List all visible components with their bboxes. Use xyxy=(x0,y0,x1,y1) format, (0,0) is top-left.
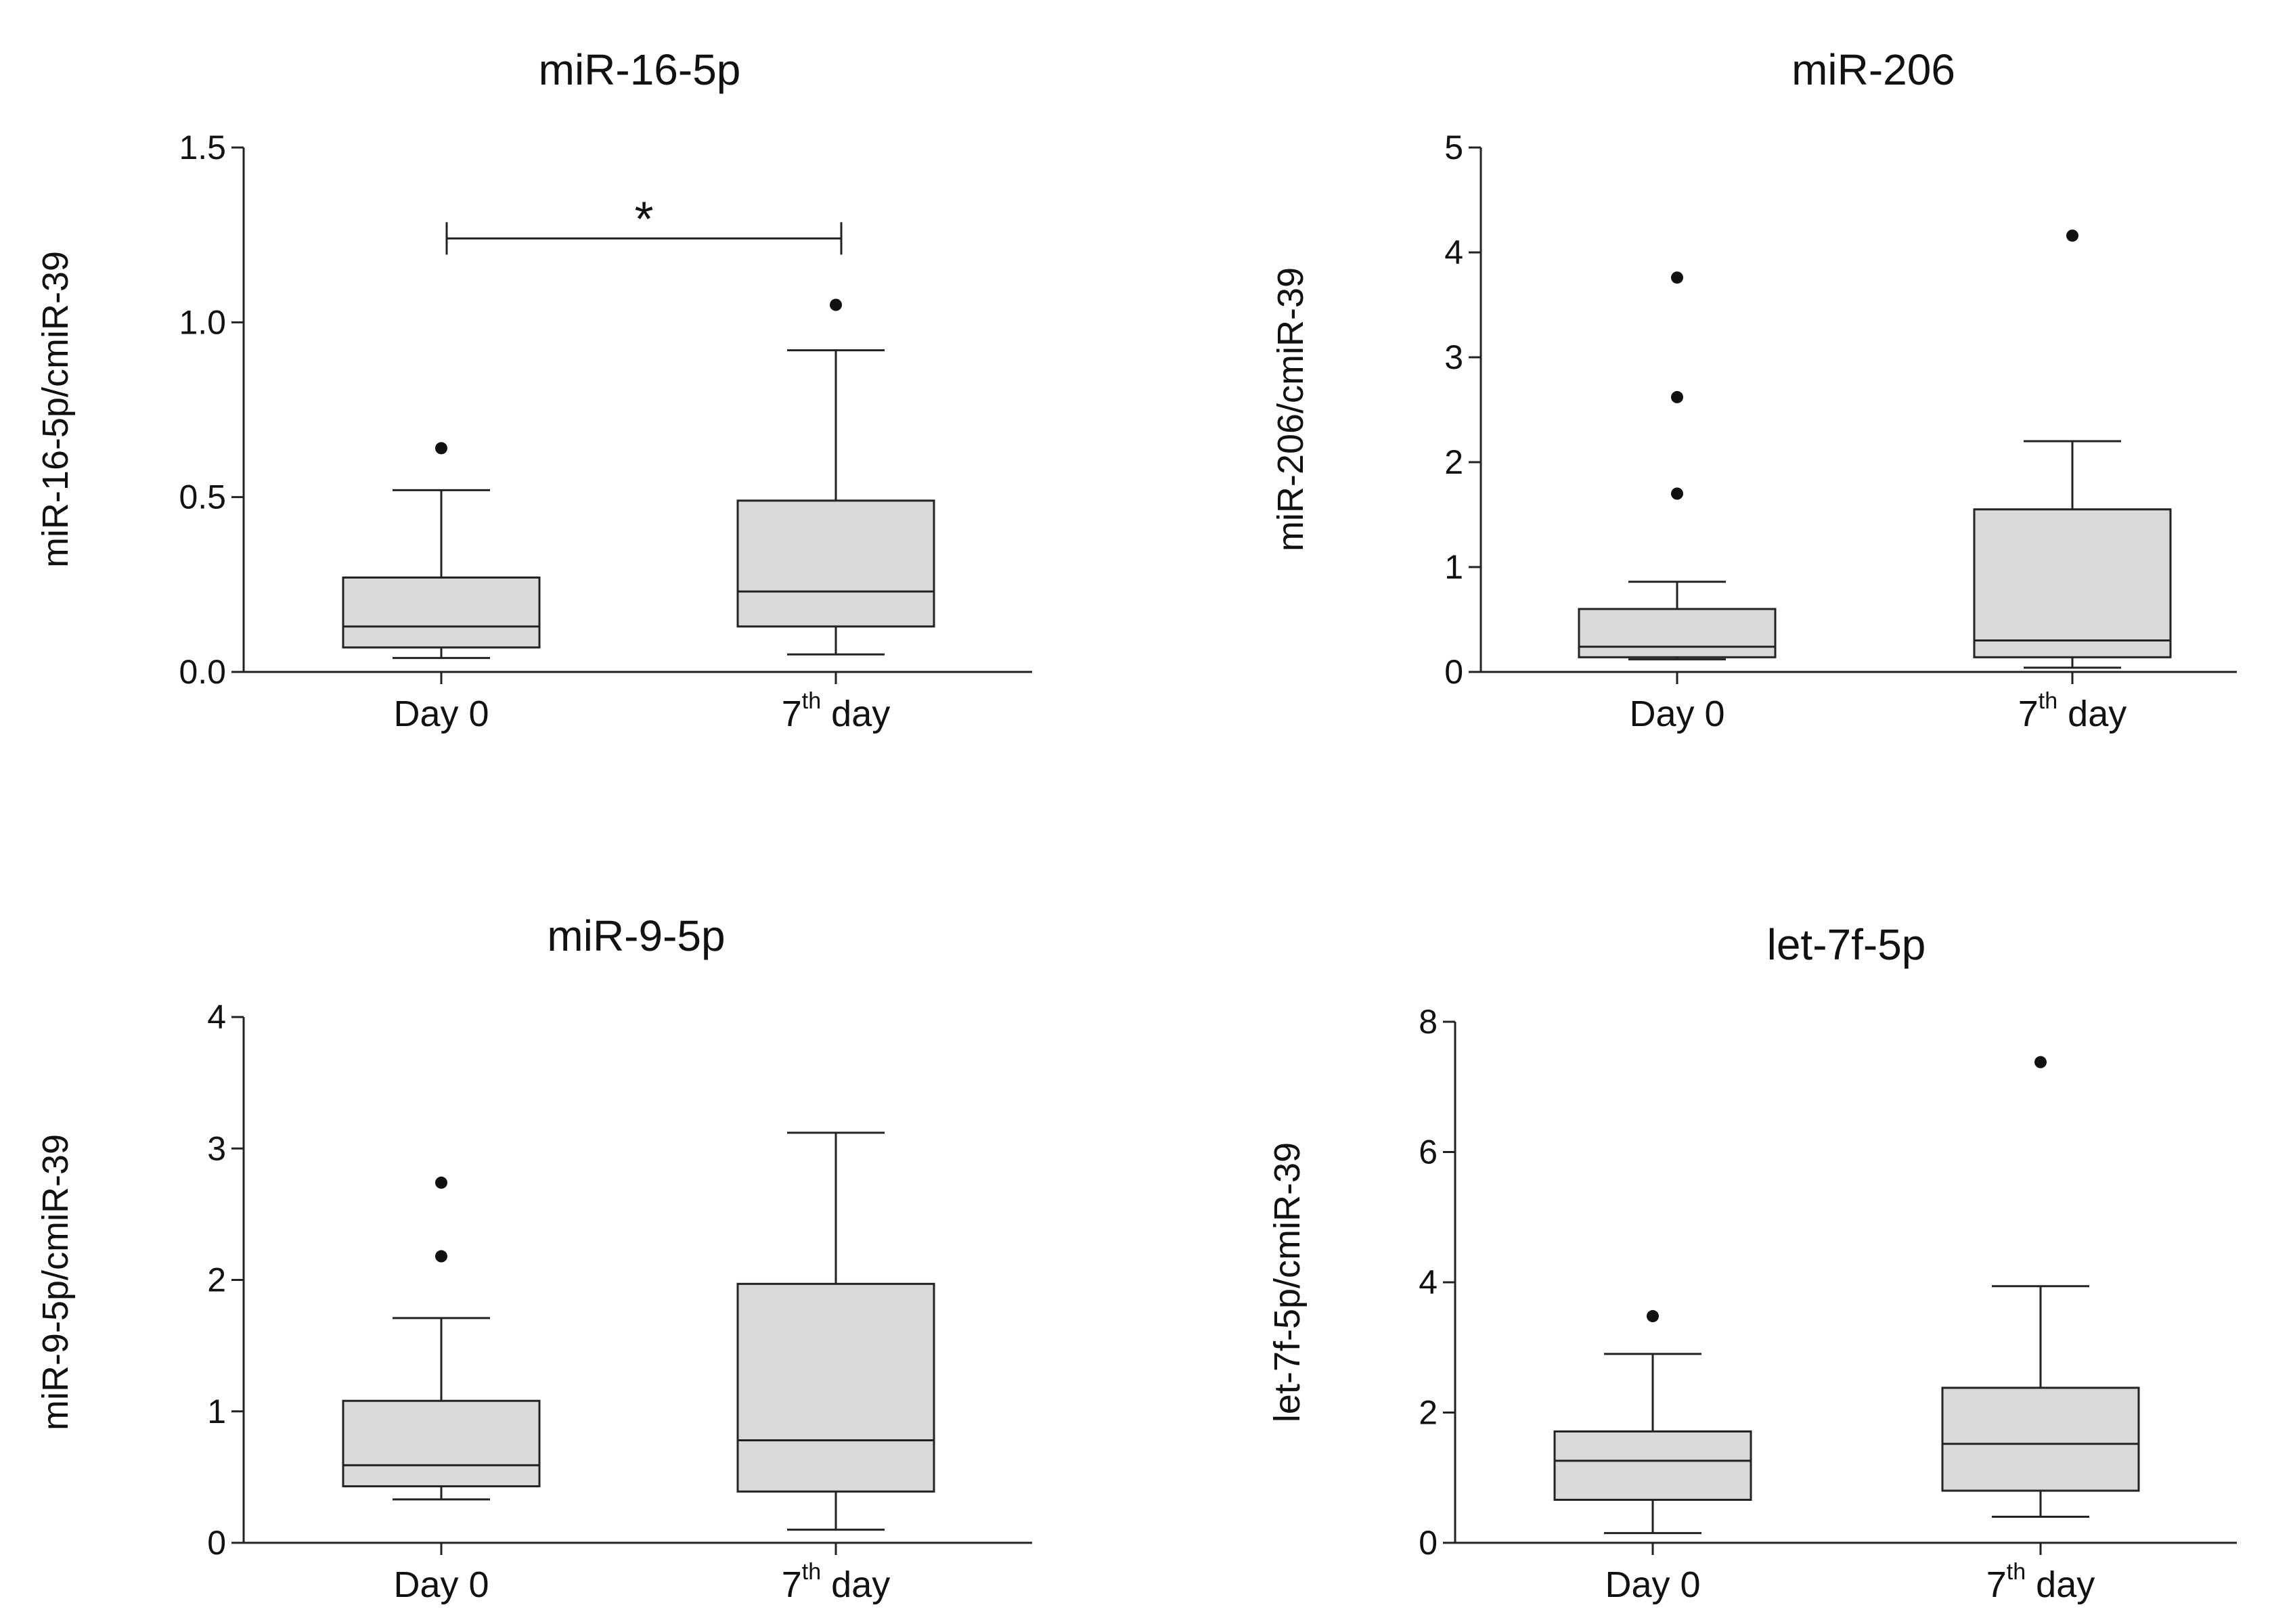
y-tick-label: 1.5 xyxy=(179,129,226,166)
panel-1: miR-16-5p miR-16-5p/cmiR-39 0.0 0.5 1.0 1.5 Da… xyxy=(35,45,1032,734)
iqr-box xyxy=(342,1399,541,1487)
y-tick-label: 6 xyxy=(1419,1133,1438,1171)
y-tick-label: 0.0 xyxy=(179,653,226,691)
outlier-point xyxy=(1647,1310,1659,1323)
y-axis-label: miR-16-5p/cmiR-39 xyxy=(35,251,76,568)
x-tick-label: Day 0 xyxy=(1629,694,1724,734)
y-tick-label: 4 xyxy=(1444,233,1463,271)
iqr-box xyxy=(1973,508,2172,658)
panel-2: miR-206 miR-206/cmiR-39 0 1 2 3 4 5 Day 0 7th day xyxy=(1270,45,2237,734)
outlier-point xyxy=(1671,487,1683,500)
x-tick-label: 7th day xyxy=(1986,1559,2095,1605)
x-tick-label: 7th day xyxy=(2018,688,2127,734)
y-tick-label: 1.0 xyxy=(179,303,226,341)
box-day-0 xyxy=(342,1176,541,1501)
chart-title: miR-9-5p xyxy=(547,911,725,960)
x-tick-label: Day 0 xyxy=(1605,1564,1700,1605)
outlier-point xyxy=(2066,229,2078,242)
panel-3: miR-9-5p miR-9-5p/cmiR-39 0 1 2 3 4 Day 0 7th da… xyxy=(35,911,1032,1605)
iqr-box xyxy=(1941,1386,2140,1492)
y-tick-label: 2 xyxy=(207,1261,226,1299)
x-tick-label: 7th day xyxy=(782,1559,890,1605)
y-tick-label: 2 xyxy=(1419,1394,1438,1432)
panel-4: let-7f-5p let-7f-5p/cmiR-39 0 2 4 6 8 Day 0 7th … xyxy=(1267,920,2237,1605)
y-axis-label: miR-206/cmiR-39 xyxy=(1270,267,1311,551)
x-tick-label: Day 0 xyxy=(393,694,489,734)
y-tick-label: 4 xyxy=(207,998,226,1036)
outlier-point xyxy=(435,1176,447,1189)
outlier-point xyxy=(1671,390,1683,403)
outlier-point xyxy=(435,1250,447,1263)
chart-title: let-7f-5p xyxy=(1767,920,1926,969)
box-7th-day xyxy=(736,1131,935,1531)
chart-title: miR-16-5p xyxy=(539,45,741,94)
x-tick-label: Day 0 xyxy=(393,1564,489,1605)
outlier-point xyxy=(435,442,447,455)
box-day-0 xyxy=(1578,271,1777,660)
y-tick-label: 0 xyxy=(1444,653,1463,691)
box-7th-day xyxy=(736,298,935,656)
box-7th-day xyxy=(1973,229,2172,669)
box-day-0 xyxy=(342,442,541,659)
y-tick-label: 0 xyxy=(1419,1524,1438,1562)
y-tick-label: 0 xyxy=(207,1524,226,1562)
y-tick-label: 1 xyxy=(207,1393,226,1430)
y-tick-label: 4 xyxy=(1419,1263,1438,1301)
iqr-box xyxy=(342,577,541,649)
y-tick-label: 8 xyxy=(1419,1003,1438,1041)
outlier-point xyxy=(1671,271,1683,284)
y-axis-label: miR-9-5p/cmiR-39 xyxy=(35,1134,76,1430)
outlier-point xyxy=(2034,1056,2047,1068)
box-7th-day xyxy=(1941,1056,2140,1518)
y-tick-label: 3 xyxy=(1444,338,1463,376)
y-tick-label: 3 xyxy=(207,1129,226,1167)
y-tick-label: 2 xyxy=(1444,443,1463,481)
iqr-box xyxy=(1578,608,1777,658)
iqr-box xyxy=(736,499,935,628)
outlier-point xyxy=(830,298,842,311)
iqr-box xyxy=(736,1282,935,1493)
y-axis-label: let-7f-5p/cmiR-39 xyxy=(1267,1142,1308,1422)
significance-star: * xyxy=(634,192,653,246)
y-tick-label: 1 xyxy=(1444,548,1463,586)
chart-title: miR-206 xyxy=(1791,45,1955,94)
box-day-0 xyxy=(1553,1310,1752,1535)
iqr-box xyxy=(1553,1430,1752,1501)
x-tick-label: 7th day xyxy=(782,688,890,734)
y-tick-label: 0.5 xyxy=(179,478,226,516)
y-tick-label: 5 xyxy=(1444,129,1463,166)
significance-bracket: * xyxy=(445,192,843,255)
